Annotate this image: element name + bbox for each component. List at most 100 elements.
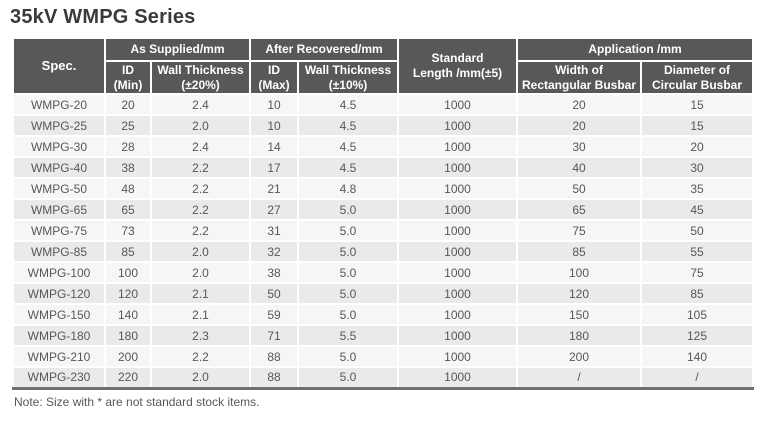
value-cell: 4.5 [297,114,400,137]
value-cell: 88 [249,366,300,389]
value-cell: 75 [640,261,755,284]
table-row: WMPG-150 140 2.1 59 5.0 1000 150 105 [12,303,755,326]
spec-cell: WMPG-40 [12,156,106,179]
table-body: WMPG-20 20 2.4 10 4.5 1000 20 15 WMPG-25 25 2.0 10 4… [12,93,755,389]
value-cell: 31 [249,219,300,242]
value-cell: 20 [516,93,643,116]
spec-cell: WMPG-150 [12,303,106,326]
value-cell: 21 [249,177,300,200]
table-row: WMPG-75 73 2.2 31 5.0 1000 75 50 [12,219,755,242]
spec-cell: WMPG-65 [12,198,106,221]
header-id-min: ID (Min) [104,60,152,95]
value-cell: 2.3 [149,324,252,347]
value-cell: 55 [640,240,755,263]
value-cell: 5.0 [297,198,400,221]
value-cell: 120 [516,282,643,305]
value-cell: 2.1 [149,282,252,305]
value-cell: 27 [249,198,300,221]
header-spec: Spec. [12,37,106,95]
spec-cell: WMPG-85 [12,240,106,263]
value-cell: 1000 [397,135,519,158]
value-cell: 1000 [397,93,519,116]
value-cell: 20 [104,93,152,116]
value-cell: 4.5 [297,135,400,158]
value-cell: 105 [640,303,755,326]
value-cell: 10 [249,93,300,116]
value-cell: 125 [640,324,755,347]
value-cell: 1000 [397,282,519,305]
spec-cell: WMPG-100 [12,261,106,284]
value-cell: 10 [249,114,300,137]
value-cell: 14 [249,135,300,158]
value-cell: 2.2 [149,156,252,179]
value-cell: 5.0 [297,219,400,242]
footnote: Note: Size with * are not standard stock… [14,394,260,409]
value-cell: 40 [516,156,643,179]
value-cell: 1000 [397,303,519,326]
value-cell: 1000 [397,345,519,368]
spec-cell: WMPG-20 [12,93,106,116]
value-cell: 30 [516,135,643,158]
value-cell: 1000 [397,366,519,389]
header-diameter-circular-busbar: Diameter of Circular Busbar [640,60,755,95]
spec-cell: WMPG-120 [12,282,106,305]
value-cell: 65 [104,198,152,221]
value-cell: 32 [249,240,300,263]
value-cell: 2.2 [149,345,252,368]
value-cell: 5.0 [297,366,400,389]
value-cell: 59 [249,303,300,326]
value-cell: 4.5 [297,93,400,116]
value-cell: 4.8 [297,177,400,200]
value-cell: 71 [249,324,300,347]
value-cell: 1000 [397,240,519,263]
spec-table: Spec. As Supplied/mm After Recovered/mm … [12,37,755,390]
value-cell: 65 [516,198,643,221]
table-row: WMPG-120 120 2.1 50 5.0 1000 120 85 [12,282,755,305]
table-header: Spec. As Supplied/mm After Recovered/mm … [12,37,755,95]
value-cell: 1000 [397,177,519,200]
value-cell: 85 [640,282,755,305]
value-cell: 38 [104,156,152,179]
value-cell: 4.5 [297,156,400,179]
page-title: 35kV WMPG Series [10,6,196,28]
value-cell: 25 [104,114,152,137]
table-row: WMPG-40 38 2.2 17 4.5 1000 40 30 [12,156,755,179]
value-cell: 20 [516,114,643,137]
value-cell: 2.0 [149,261,252,284]
header-as-supplied: As Supplied/mm [103,37,252,62]
value-cell: 120 [104,282,152,305]
value-cell: 15 [640,93,755,116]
header-width-rectangular-busbar: Width of Rectangular Busbar [516,60,643,95]
header-wall-thickness-10: Wall Thickness (±10%) [297,60,400,95]
value-cell: 85 [104,240,152,263]
table-row: WMPG-50 48 2.2 21 4.8 1000 50 35 [12,177,755,200]
value-cell: 50 [640,219,755,242]
value-cell: 20 [640,135,755,158]
value-cell: 5.5 [297,324,400,347]
value-cell: 2.2 [149,219,252,242]
value-cell: 180 [516,324,643,347]
value-cell: 35 [640,177,755,200]
header-application: Application /mm [516,37,755,62]
value-cell: 30 [640,156,755,179]
value-cell: 50 [516,177,643,200]
value-cell: 5.0 [297,282,400,305]
value-cell: 150 [516,303,643,326]
header-after-recovered: After Recovered/mm [249,37,400,62]
value-cell: 100 [516,261,643,284]
value-cell: 73 [104,219,152,242]
value-cell: 5.0 [297,261,400,284]
value-cell: 2.0 [149,240,252,263]
value-cell: 2.2 [149,198,252,221]
value-cell: 5.0 [297,345,400,368]
value-cell: 75 [516,219,643,242]
value-cell: 140 [640,345,755,368]
value-cell: 2.0 [149,366,252,389]
value-cell: 48 [104,177,152,200]
value-cell: 88 [249,345,300,368]
spec-cell: WMPG-30 [12,135,106,158]
value-cell: 1000 [397,261,519,284]
value-cell: 200 [516,345,643,368]
table-row: WMPG-230 220 2.0 88 5.0 1000// [12,366,755,389]
table-row: WMPG-25 25 2.0 10 4.5 1000 20 15 [12,114,755,137]
